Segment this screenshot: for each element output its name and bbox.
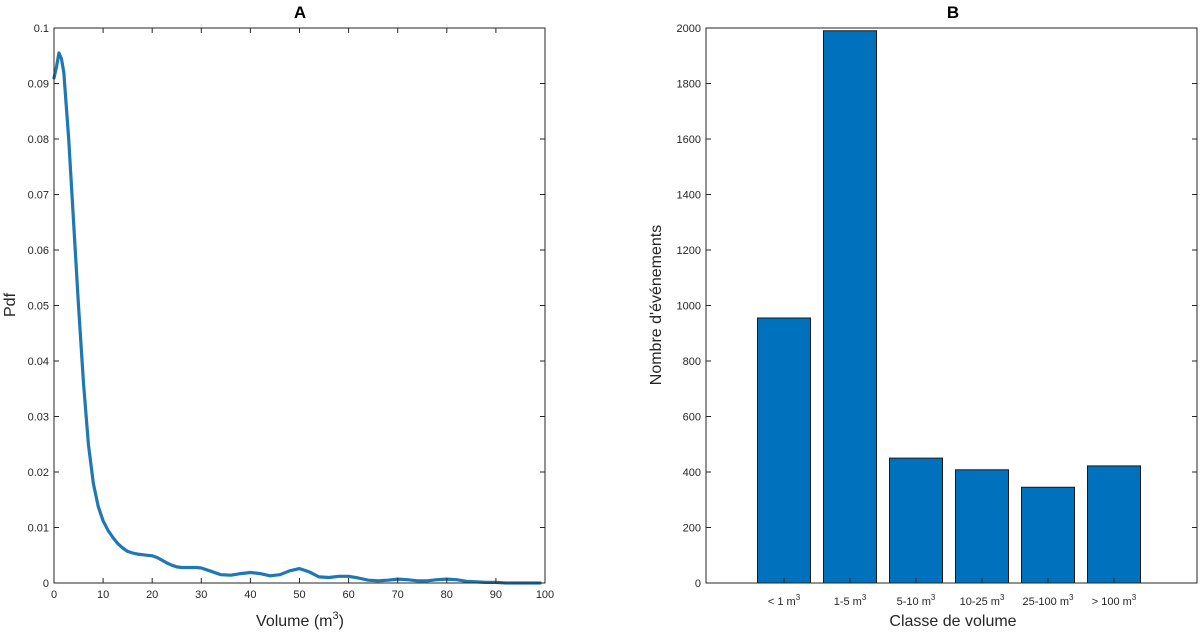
y-tick-label: 0.06 bbox=[28, 245, 49, 257]
y-tick-label: 0.04 bbox=[28, 356, 49, 368]
y-tick-label: 0.05 bbox=[28, 301, 49, 313]
x-tick-label: 50 bbox=[293, 589, 305, 601]
panel-a-y-ticks: 0 0.01 0.02 0.03 0.04 0.05 0.06 0.07 0.08 0.09 0.1 bbox=[28, 23, 545, 590]
panel-b-x-axis-label: Classe de volume bbox=[889, 613, 1016, 630]
panel-a-x-ticks: 0 10 20 30 40 50 60 70 80 90 100 bbox=[51, 28, 554, 601]
x-tick-label: 10 bbox=[97, 589, 109, 601]
panel-a-line-chart: A 0 10 20 30 40 50 60 70 80 90 100 0 0.01 0.02 0.03 0.… bbox=[2, 3, 554, 630]
x-tick-label: 0 bbox=[51, 589, 57, 601]
bar bbox=[823, 30, 877, 584]
y-tick-label: 1400 bbox=[677, 190, 701, 202]
x-tick-label: 70 bbox=[392, 589, 404, 601]
y-tick-label: 1200 bbox=[677, 245, 701, 257]
x-tick-label: 100 bbox=[536, 589, 554, 601]
y-tick-label: 0.08 bbox=[28, 134, 49, 146]
y-tick-label: 400 bbox=[683, 467, 701, 479]
panel-a-x-axis-label: Volume (m3) bbox=[256, 610, 344, 630]
y-tick-label: 0.02 bbox=[28, 467, 49, 479]
panel-b-title: B bbox=[947, 3, 959, 22]
y-tick-label: 800 bbox=[683, 356, 701, 368]
category-label: 25-100 m3 bbox=[1023, 593, 1074, 608]
y-tick-label: 0.09 bbox=[28, 79, 49, 91]
y-tick-label: 1000 bbox=[677, 301, 701, 313]
y-tick-label: 0 bbox=[695, 578, 701, 590]
bar bbox=[757, 317, 811, 584]
y-tick-label: 2000 bbox=[677, 23, 701, 35]
bar bbox=[889, 457, 943, 584]
category-label: 5-10 m3 bbox=[897, 593, 936, 608]
category-label: > 100 m3 bbox=[1092, 593, 1137, 608]
x-tick-label: 90 bbox=[490, 589, 502, 601]
y-tick-label: 0.03 bbox=[28, 412, 49, 424]
category-label: 1-5 m3 bbox=[834, 593, 867, 608]
category-label: < 1 m3 bbox=[768, 593, 801, 608]
y-tick-label: 1800 bbox=[677, 79, 701, 91]
panel-b-bar-chart: B < 1 m3 1-5 m3 5-10 m3 10-25 m3 25-100 m3 > … bbox=[648, 3, 1198, 630]
panel-a-axes-frame bbox=[53, 27, 546, 584]
y-tick-label: 600 bbox=[683, 412, 701, 424]
y-tick-label: 1600 bbox=[677, 134, 701, 146]
panel-b-x-ticks: < 1 m3 1-5 m3 5-10 m3 10-25 m3 25-100 m3 > 10… bbox=[768, 578, 1137, 608]
panel-b-y-ticks: 0 200 400 600 800 1000 1200 1400 1600 1800 2000 bbox=[677, 23, 1197, 590]
panel-a-y-axis-label: Pdf bbox=[2, 292, 19, 317]
x-tick-label: 80 bbox=[441, 589, 453, 601]
panel-b-y-axis-label: Nombre d'événements bbox=[648, 225, 665, 385]
y-tick-label: 200 bbox=[683, 523, 701, 535]
y-tick-label: 0.01 bbox=[28, 523, 49, 535]
x-tick-label: 20 bbox=[146, 589, 158, 601]
y-tick-label: 0 bbox=[43, 578, 49, 590]
category-label: 10-25 m3 bbox=[960, 593, 1005, 608]
x-tick-label: 60 bbox=[342, 589, 354, 601]
pdf-line bbox=[52, 51, 542, 585]
panel-b-plot-area bbox=[757, 30, 1141, 584]
x-tick-label: 40 bbox=[244, 589, 256, 601]
bar bbox=[1021, 486, 1075, 584]
y-tick-label: 0.1 bbox=[34, 23, 49, 35]
y-tick-label: 0.07 bbox=[28, 190, 49, 202]
panel-a-plot-area bbox=[52, 51, 542, 585]
x-tick-label: 30 bbox=[195, 589, 207, 601]
bar bbox=[1087, 465, 1141, 584]
panel-a-title: A bbox=[294, 3, 306, 22]
bar bbox=[955, 469, 1009, 584]
